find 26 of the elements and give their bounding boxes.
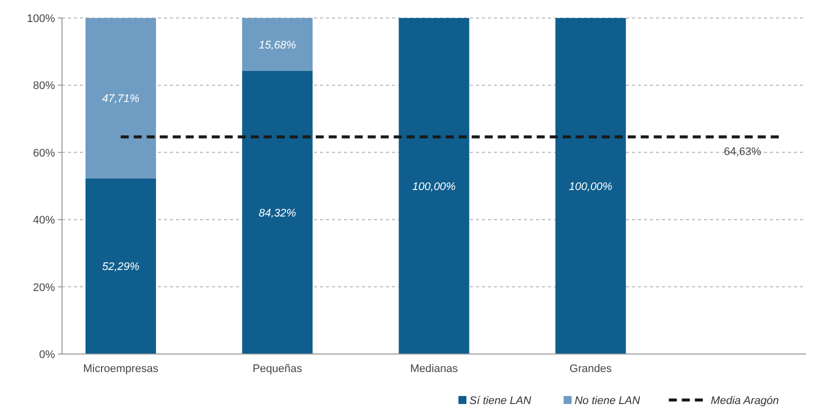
legend-label: Media Aragón bbox=[710, 395, 779, 407]
legend-label: Sí tiene LAN bbox=[469, 395, 532, 407]
data-label: 100,00% bbox=[568, 181, 613, 193]
data-label: 100,00% bbox=[412, 181, 456, 193]
x-tick-label: Pequeñas bbox=[252, 363, 303, 375]
x-tick-label: Grandes bbox=[570, 363, 612, 375]
x-tick-label: Microempresas bbox=[83, 363, 159, 375]
bar bbox=[242, 18, 313, 71]
data-label: 15,68% bbox=[258, 39, 296, 52]
y-tick-label: 20% bbox=[32, 282, 56, 294]
data-label: 84,32% bbox=[258, 207, 296, 220]
bar bbox=[398, 18, 470, 354]
y-tick-label: 40% bbox=[32, 214, 56, 227]
bar bbox=[85, 178, 156, 354]
bar bbox=[85, 18, 156, 178]
bar bbox=[242, 70, 313, 354]
y-tick-label: 100% bbox=[26, 13, 56, 25]
y-tick-label: 60% bbox=[32, 147, 56, 160]
annotation: 64,63% bbox=[724, 146, 762, 158]
legend-label: No tiene LAN bbox=[574, 395, 640, 407]
bar bbox=[555, 18, 626, 354]
y-tick-label: 80% bbox=[32, 80, 56, 92]
data-label: 52,29% bbox=[102, 261, 140, 274]
x-tick-label: Medianas bbox=[410, 363, 458, 375]
y-tick-label: 0% bbox=[39, 349, 56, 361]
data-label: 47,71% bbox=[102, 93, 140, 106]
